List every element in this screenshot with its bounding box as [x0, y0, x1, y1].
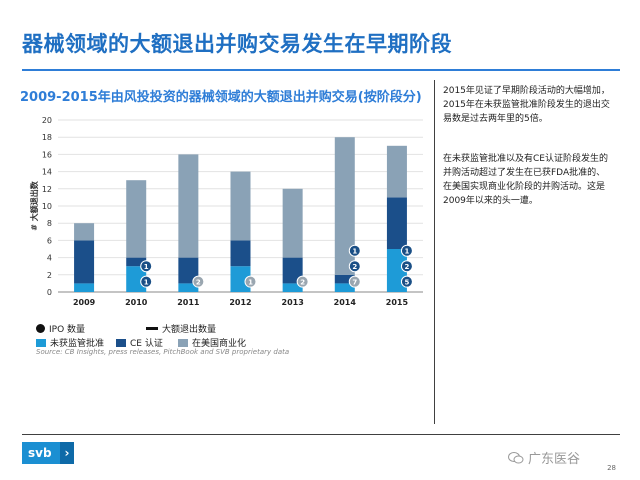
ipo-badge-label: 1 [144, 278, 149, 286]
y-tick-label: 16 [42, 150, 52, 159]
y-tick-label: 14 [42, 168, 52, 177]
right-paragraph-1: 2015年见证了早期阶段活动的大幅增加，2015年在未获监管批准阶段发生的退出交… [443, 86, 610, 124]
x-tick-label: 2014 [334, 298, 357, 307]
legend-us-commercial-label: 在美国商业化 [192, 339, 247, 349]
dash-icon [146, 327, 158, 330]
ipo-badge [400, 275, 413, 288]
ipo-badge [348, 260, 361, 273]
x-tick-label: 2011 [177, 298, 200, 307]
bar-segment-us-commercial [126, 180, 147, 258]
ipo-badge [400, 260, 413, 273]
ipo-badge-label: 7 [352, 278, 357, 286]
bar-segment-pre-approval [178, 283, 199, 292]
x-tick-label: 2010 [125, 298, 148, 307]
legend-pre-approval-label: 未获监管批准 [50, 339, 105, 349]
bar-segment-ce-mark [126, 257, 147, 267]
y-axis-label: # 大额退出数 [29, 180, 39, 230]
source-note: Source: CB Insights, press releases, Pit… [36, 348, 290, 356]
ipo-badge [140, 260, 153, 273]
bar-segment-ce-mark [386, 197, 407, 249]
ce-mark-swatch [116, 338, 126, 347]
bar-segment-ce-mark [74, 240, 95, 284]
legend-big-exits-label: 大额退出数量 [162, 325, 217, 335]
page-number: 28 [607, 464, 616, 472]
legend-ipo-label: IPO 数量 [49, 325, 86, 335]
bar-segment-ce-mark [230, 240, 251, 267]
bar-segment-us-commercial [386, 145, 407, 198]
ipo-badge-label: 2 [352, 263, 357, 271]
watermark-text: 广东医谷 [528, 452, 581, 467]
y-tick-label: 20 [42, 116, 52, 125]
y-tick-label: 10 [42, 202, 52, 211]
legend-us-commercial: 在美国商业化 [178, 336, 246, 349]
svb-logo-text: svb [28, 446, 52, 460]
ipo-badge-label: 5 [404, 278, 409, 286]
us-commercial-swatch [178, 338, 188, 347]
y-tick-label: 12 [42, 185, 52, 194]
bar-segment-pre-approval [74, 283, 95, 292]
y-tick-label: 6 [47, 236, 52, 245]
x-tick-label: 2012 [229, 298, 251, 307]
ipo-badge-label: 1 [352, 248, 357, 256]
y-tick-label: 0 [47, 288, 52, 297]
y-tick-label: 18 [42, 133, 52, 142]
ipo-badge [296, 275, 309, 288]
bar-segment-us-commercial [230, 171, 251, 241]
bar-segment-us-commercial [282, 188, 303, 258]
ipo-badge [140, 275, 153, 288]
pre-approval-swatch [36, 338, 46, 347]
ipo-badge-label: 1 [144, 263, 149, 271]
ipo-badge-label: 1 [248, 278, 253, 286]
ipo-badge [348, 244, 361, 257]
chart-container: 0 2 4 6 8 10 12 14 16 18 20 # 大额退出数 2009 2010 2011 2012… [28, 112, 433, 317]
footer-divider [22, 434, 620, 435]
legend-big-exits: 大额退出数量 [146, 322, 216, 335]
right-paragraph-2: 在未获监管批准以及有CE认证阶段发生的并购活动超过了发生在已获FDA批准的、在美… [443, 154, 608, 206]
bar-segment-ce-mark [334, 274, 355, 284]
y-tick-label: 4 [47, 254, 52, 263]
ipo-badge-label: 2 [404, 263, 409, 271]
bar-segment-ce-mark [178, 257, 199, 284]
watermark: 广东医谷 [508, 448, 580, 467]
ipo-badge [348, 275, 361, 288]
ipo-badge-label: 2 [196, 278, 201, 286]
bar-segment-pre-approval [126, 266, 147, 292]
bar-segment-pre-approval [230, 266, 251, 292]
ipo-badge-label: 2 [300, 278, 305, 286]
y-tick-label: 8 [47, 219, 52, 228]
vertical-divider [434, 80, 435, 424]
bar-segment-ce-mark [282, 257, 303, 284]
legend-ce-mark-label: CE 认证 [130, 339, 163, 349]
x-tick-label: 2015 [386, 298, 409, 307]
bar-segment-pre-approval [334, 283, 355, 292]
ipo-badge [400, 244, 413, 257]
wechat-icon [508, 451, 524, 463]
ipo-badge [192, 275, 205, 288]
svb-logo: svb › [22, 442, 74, 464]
ipo-badge [244, 275, 257, 288]
page-title: 器械领域的大额退出并购交易发生在早期阶段 [22, 32, 452, 56]
chart-heading: 2009-2015年由风投投资的器械领域的大额退出并购交易(按阶段分) [20, 90, 422, 105]
title-divider [22, 69, 620, 71]
ipo-dot-icon [36, 324, 45, 333]
legend-ipo: IPO 数量 [36, 322, 85, 335]
ipo-badge-label: 1 [404, 248, 409, 256]
bar-segment-pre-approval [282, 283, 303, 292]
x-tick-label: 2009 [73, 298, 96, 307]
bar-segment-us-commercial [74, 223, 95, 241]
x-tick-label: 2013 [282, 298, 304, 307]
legend-ce-mark: CE 认证 [116, 336, 163, 349]
legend-pre-approval: 未获监管批准 [36, 336, 104, 349]
y-tick-label: 2 [47, 271, 52, 280]
chevron-right-icon: › [60, 442, 74, 464]
bar-segment-us-commercial [334, 137, 355, 275]
bar-segment-us-commercial [178, 154, 199, 258]
